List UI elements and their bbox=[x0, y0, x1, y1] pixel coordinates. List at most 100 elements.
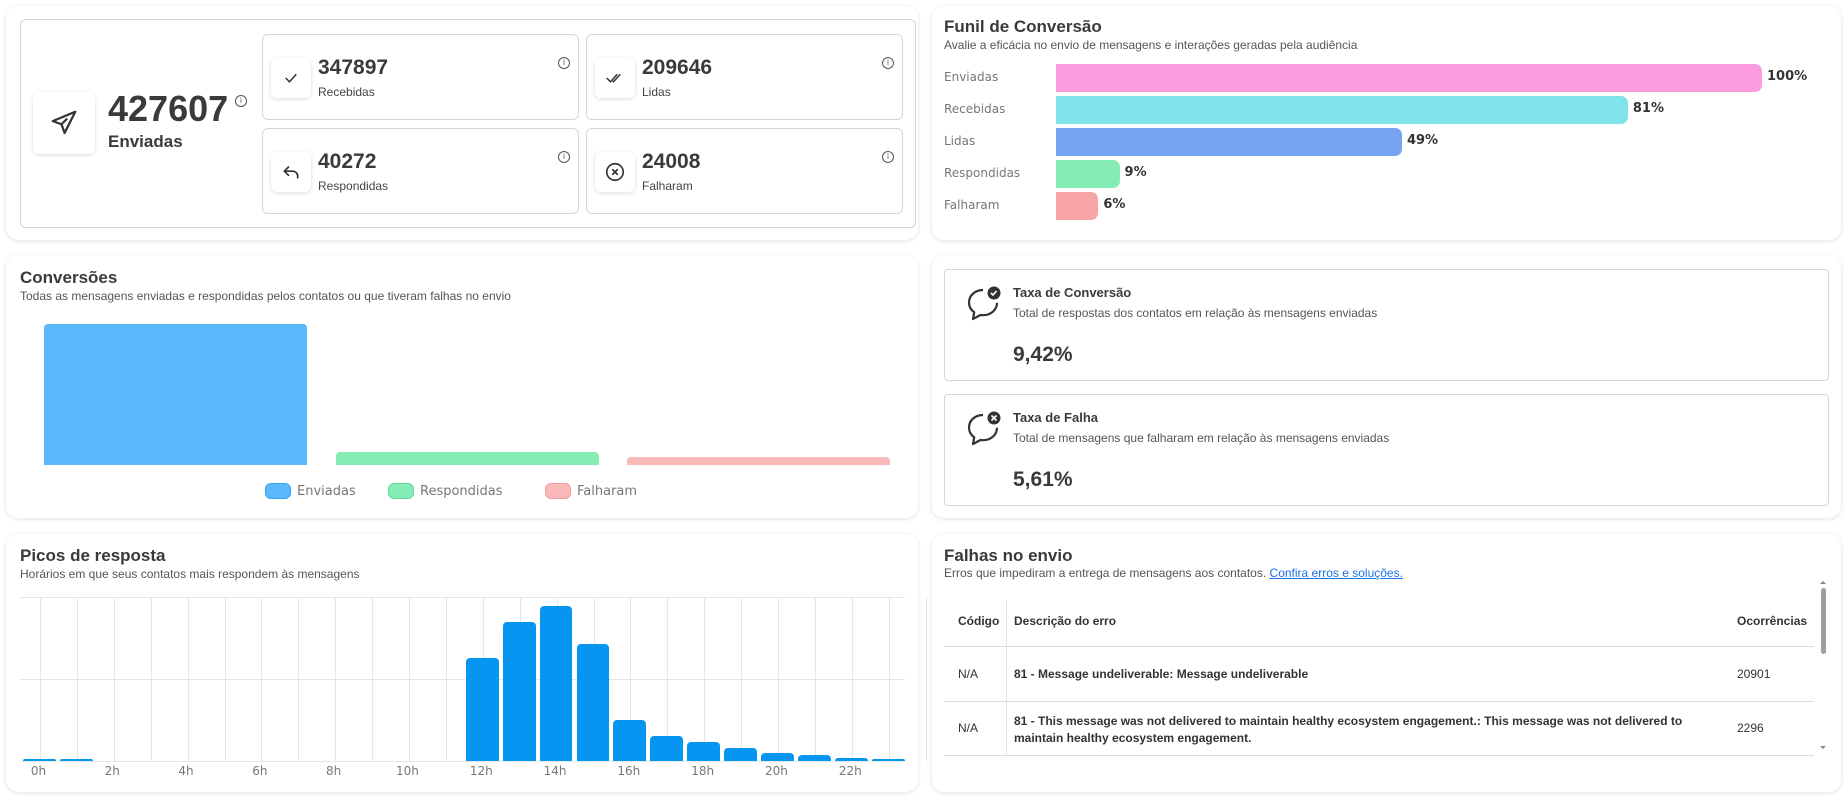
x-tick-label: 14h bbox=[543, 764, 567, 778]
scroll-up-icon[interactable] bbox=[1818, 578, 1828, 586]
info-icon[interactable]: i bbox=[235, 95, 247, 107]
peak-bar-19h[interactable] bbox=[724, 748, 757, 761]
column-header-description[interactable]: Descrição do erro bbox=[1014, 614, 1117, 628]
funnel-percent-received: 81% bbox=[1632, 101, 1664, 116]
funnel-percent-read: 49% bbox=[1406, 133, 1439, 148]
row-occurrences: 20901 bbox=[1737, 667, 1771, 681]
column-header-code[interactable]: Código bbox=[958, 614, 1000, 628]
funnel-title: Funil de Conversão bbox=[944, 17, 1102, 36]
funnel-percent-replied: 9% bbox=[1124, 165, 1147, 180]
x-tick-label: 20h bbox=[765, 764, 788, 778]
replied-label: Respondidas bbox=[318, 179, 389, 193]
row-divider bbox=[944, 755, 1814, 756]
funnel-subtitle: Avalie a eficácia no envio de mensagens … bbox=[944, 38, 1358, 52]
x-tick-label: 6h bbox=[252, 764, 268, 778]
info-icon[interactable]: i bbox=[558, 57, 570, 69]
funnel-label-replied: Respondidas bbox=[944, 166, 1021, 180]
legend-item-sent[interactable]: Enviadas bbox=[265, 483, 356, 499]
peak-bar-14h[interactable] bbox=[539, 606, 573, 761]
conversions-bar-failed[interactable] bbox=[627, 457, 890, 465]
peak-bar-12h[interactable] bbox=[465, 658, 499, 761]
peaks-subtitle: Horários em que seus contatos mais respo… bbox=[20, 567, 360, 581]
x-tick-label: 2h bbox=[104, 764, 120, 778]
stat-received: 347897 Recebidas i bbox=[262, 34, 579, 120]
row-description: 81 - Message undeliverable: Message unde… bbox=[1014, 667, 1309, 681]
grid-line bbox=[20, 597, 905, 598]
x-tick-label: 10h bbox=[396, 764, 419, 778]
info-icon[interactable]: i bbox=[882, 151, 894, 163]
funnel-bar-failed bbox=[1056, 192, 1099, 220]
row-occurrences: 2296 bbox=[1737, 721, 1764, 735]
legend-swatch-failed bbox=[545, 483, 571, 499]
grid-line bbox=[925, 597, 927, 761]
failure-rate-description: Total de mensagens que falharam em relaç… bbox=[1013, 431, 1390, 445]
conversions-subtitle: Todas as mensagens enviadas e respondida… bbox=[20, 289, 511, 303]
funnel-bar-replied bbox=[1056, 160, 1120, 188]
failed-label: Falharam bbox=[642, 179, 693, 193]
legend-label-failed: Falharam bbox=[577, 483, 638, 499]
sent-icon-box bbox=[33, 92, 95, 154]
info-icon[interactable]: i bbox=[558, 151, 570, 163]
conversions-bar-sent[interactable] bbox=[44, 324, 307, 465]
funnel-bar-read bbox=[1056, 128, 1402, 156]
failure-rate-box: Taxa de Falha Total de mensagens que fal… bbox=[944, 394, 1829, 506]
scroll-down-icon[interactable] bbox=[1818, 744, 1828, 752]
grid-line bbox=[20, 679, 905, 680]
x-tick-label: 12h bbox=[469, 764, 493, 778]
response-peaks-card bbox=[6, 534, 918, 792]
peak-bar-13h[interactable] bbox=[502, 621, 536, 761]
replied-icon-box bbox=[271, 152, 311, 192]
peak-bar-21h[interactable] bbox=[797, 754, 831, 761]
conversions-bar-replied[interactable] bbox=[336, 451, 599, 465]
replied-count: 40272 bbox=[318, 150, 377, 173]
failures-title: Falhas no envio bbox=[944, 546, 1073, 565]
peak-bar-15h[interactable] bbox=[576, 644, 610, 761]
legend-swatch-replied bbox=[388, 483, 414, 499]
double-check-icon bbox=[606, 73, 621, 83]
x-tick-label: 0h bbox=[30, 764, 47, 778]
reply-icon bbox=[283, 166, 299, 179]
peak-bar-18h[interactable] bbox=[687, 742, 721, 761]
funnel-label-sent: Enviadas bbox=[944, 70, 999, 84]
failures-subtitle: Erros que impediram a entrega de mensage… bbox=[944, 566, 1267, 580]
funnel-bar-sent bbox=[1056, 64, 1762, 92]
peak-bar-0h[interactable] bbox=[23, 759, 56, 761]
failure-rate-value: 5,61% bbox=[1013, 468, 1073, 491]
read-count: 209646 bbox=[642, 56, 713, 79]
row-code: N/A bbox=[958, 667, 979, 681]
errors-solutions-link[interactable]: Confira erros e soluções. bbox=[1269, 566, 1403, 580]
column-header-occurrences[interactable]: Ocorrências bbox=[1737, 614, 1808, 628]
failure-rate-title: Taxa de Falha bbox=[1013, 410, 1099, 425]
row-code: N/A bbox=[958, 721, 979, 735]
funnel-label-read: Lidas bbox=[944, 134, 976, 148]
received-icon-box bbox=[271, 58, 311, 98]
received-label: Recebidas bbox=[318, 85, 375, 99]
failures-subtitle-wrap: Erros que impediram a entrega de mensage… bbox=[944, 566, 1403, 580]
failed-count: 24008 bbox=[642, 150, 701, 173]
legend-item-failed[interactable]: Falharam bbox=[545, 483, 637, 499]
peak-bar-20h[interactable] bbox=[761, 753, 794, 761]
peak-bar-22h[interactable] bbox=[834, 757, 868, 761]
peak-bar-16h[interactable] bbox=[613, 719, 647, 761]
legend-item-replied[interactable]: Respondidas bbox=[388, 483, 503, 499]
conversion-rate-title: Taxa de Conversão bbox=[1013, 285, 1132, 300]
funnel-bar-received bbox=[1056, 96, 1628, 124]
table-scrollbar-thumb[interactable] bbox=[1821, 588, 1826, 654]
row-divider bbox=[944, 646, 1814, 647]
table-scrollbar[interactable] bbox=[1818, 578, 1828, 754]
funnel-label-received: Recebidas bbox=[944, 102, 1006, 116]
legend-label-replied: Respondidas bbox=[420, 483, 503, 499]
info-icon[interactable]: i bbox=[882, 57, 894, 69]
paper-plane-icon bbox=[51, 110, 77, 135]
chat-check-icon bbox=[967, 286, 1001, 321]
conversion-rate-value: 9,42% bbox=[1013, 343, 1073, 366]
peak-bar-1h[interactable] bbox=[59, 759, 93, 761]
peak-bar-23h[interactable] bbox=[871, 759, 905, 761]
funnel-percent-sent: 100% bbox=[1767, 69, 1808, 84]
x-tick-label: 4h bbox=[178, 764, 194, 778]
sent-label: Enviadas bbox=[108, 132, 183, 151]
read-icon-box bbox=[595, 58, 635, 98]
conversion-rate-box: Taxa de Conversão Total de respostas dos… bbox=[944, 269, 1829, 381]
peak-bar-17h[interactable] bbox=[650, 735, 684, 761]
x-circle-icon bbox=[605, 162, 625, 182]
